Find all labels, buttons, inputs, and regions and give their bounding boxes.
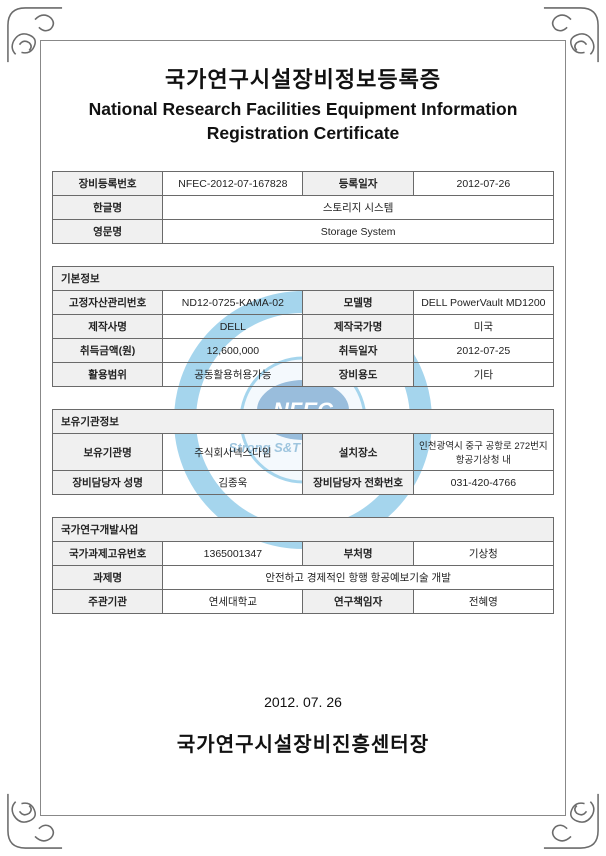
project-block: 국가연구개발사업 국가과제고유번호 1365001347 부처명 기상청 과제명… xyxy=(52,517,554,614)
model-label: 모델명 xyxy=(303,291,413,315)
registration-table: 장비등록번호 NFEC-2012-07-167828 등록일자 2012-07-… xyxy=(52,171,554,244)
proj-name-label: 과제명 xyxy=(53,566,163,590)
name-en-label: 영문명 xyxy=(53,220,163,244)
basic-info-block: 기본정보 고정자산관리번호 ND12-0725-KAMA-02 모델명 DELL… xyxy=(52,266,554,387)
reg-no-label: 장비등록번호 xyxy=(53,172,163,196)
manager-value: 김종욱 xyxy=(163,471,303,495)
project-table: 국가연구개발사업 국가과제고유번호 1365001347 부처명 기상청 과제명… xyxy=(52,517,554,614)
use-value: 기타 xyxy=(413,363,553,387)
model-value: DELL PowerVault MD1200 xyxy=(413,291,553,315)
corner-ornament-bl xyxy=(6,792,64,850)
country-label: 제작국가명 xyxy=(303,315,413,339)
name-ko-label: 한글명 xyxy=(53,196,163,220)
reg-date-value: 2012-07-26 xyxy=(413,172,553,196)
acq-date-label: 취득일자 xyxy=(303,339,413,363)
name-ko-value: 스토리지 시스템 xyxy=(163,196,554,220)
proj-name-value: 안전하고 경제적인 항행 항공예보기술 개발 xyxy=(163,566,554,590)
holder-table: 보유기관정보 보유기관명 주식회사넥스다임 설치장소 인천광역시 중구 공항로 … xyxy=(52,409,554,495)
holder-block: 보유기관정보 보유기관명 주식회사넥스다임 설치장소 인천광역시 중구 공항로 … xyxy=(52,409,554,495)
asset-no-label: 고정자산관리번호 xyxy=(53,291,163,315)
lead-label: 주관기관 xyxy=(53,590,163,614)
certificate-content: 국가연구시설장비정보등록증 National Research Faciliti… xyxy=(0,0,606,757)
scope-label: 활용범위 xyxy=(53,363,163,387)
pi-value: 전혜영 xyxy=(413,590,553,614)
manager-label: 장비담당자 성명 xyxy=(53,471,163,495)
country-value: 미국 xyxy=(413,315,553,339)
phone-label: 장비담당자 전화번호 xyxy=(303,471,413,495)
reg-date-label: 등록일자 xyxy=(303,172,413,196)
org-label: 보유기관명 xyxy=(53,434,163,471)
name-en-value: Storage System xyxy=(163,220,554,244)
maker-label: 제작사명 xyxy=(53,315,163,339)
basic-info-table: 기본정보 고정자산관리번호 ND12-0725-KAMA-02 모델명 DELL… xyxy=(52,266,554,387)
proj-no-label: 국가과제고유번호 xyxy=(53,542,163,566)
project-section-header: 국가연구개발사업 xyxy=(53,518,554,542)
issue-date: 2012. 07. 26 xyxy=(52,694,554,710)
maker-value: DELL xyxy=(163,315,303,339)
location-value: 인천광역시 중구 공항로 272번지 항공기상청 내 xyxy=(413,434,553,471)
issuer-name: 국가연구시설장비진흥센터장 xyxy=(52,728,554,757)
title-en-line1: National Research Facilities Equipment I… xyxy=(89,99,518,119)
basic-section-header: 기본정보 xyxy=(53,267,554,291)
pi-label: 연구책임자 xyxy=(303,590,413,614)
acq-date-value: 2012-07-25 xyxy=(413,339,553,363)
reg-no-value: NFEC-2012-07-167828 xyxy=(163,172,303,196)
proj-no-value: 1365001347 xyxy=(163,542,303,566)
title-korean: 국가연구시설장비정보등록증 xyxy=(52,62,554,94)
holder-section-header: 보유기관정보 xyxy=(53,410,554,434)
ministry-value: 기상청 xyxy=(413,542,553,566)
corner-ornament-br xyxy=(542,792,600,850)
price-value: 12,600,000 xyxy=(163,339,303,363)
title-en-line2: Registration Certificate xyxy=(207,123,400,143)
title-english: National Research Facilities Equipment I… xyxy=(52,98,554,145)
ministry-label: 부처명 xyxy=(303,542,413,566)
org-value: 주식회사넥스다임 xyxy=(163,434,303,471)
lead-value: 연세대학교 xyxy=(163,590,303,614)
phone-value: 031-420-4766 xyxy=(413,471,553,495)
asset-no-value: ND12-0725-KAMA-02 xyxy=(163,291,303,315)
location-label: 설치장소 xyxy=(303,434,413,471)
registration-block: 장비등록번호 NFEC-2012-07-167828 등록일자 2012-07-… xyxy=(52,171,554,244)
scope-value: 공동활용허용가능 xyxy=(163,363,303,387)
price-label: 취득금액(원) xyxy=(53,339,163,363)
use-label: 장비용도 xyxy=(303,363,413,387)
